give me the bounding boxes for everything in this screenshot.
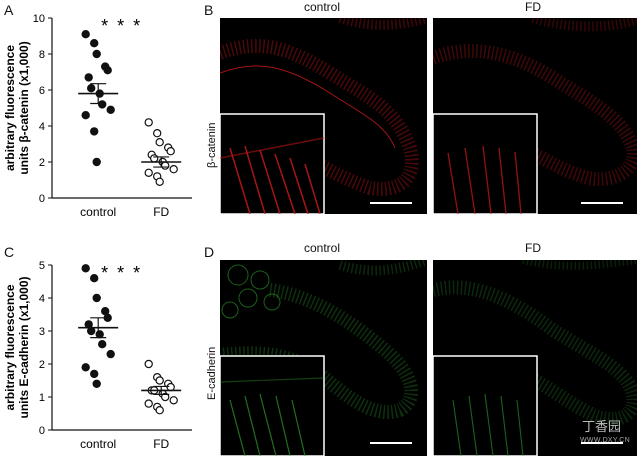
- micrograph-d-fd: [433, 260, 637, 456]
- data-point: [166, 146, 175, 156]
- micrograph-d-control-image: [220, 260, 427, 456]
- y-tick-label: 5: [39, 260, 45, 272]
- data-point: [81, 110, 90, 120]
- data-point: [149, 154, 159, 163]
- y-tick-label: 0: [39, 425, 45, 437]
- data-point: [92, 49, 101, 59]
- y-tick-label: 0: [39, 193, 45, 205]
- x-category-label: FD: [153, 205, 169, 219]
- y-tick-label: 8: [39, 49, 45, 61]
- data-point: [86, 83, 96, 93]
- micrograph-b-fd-image: [433, 18, 637, 214]
- x-category-label: control: [80, 205, 116, 219]
- x-category-label: control: [80, 437, 116, 451]
- panel-b-side-label: β-catenin: [206, 122, 218, 168]
- significance-stars: * * *: [101, 263, 142, 283]
- panel-d-control-label: control: [303, 241, 341, 255]
- micrograph-d-control: [220, 260, 427, 456]
- y-axis-label-line1: arbitrary fluorescence: [3, 284, 17, 410]
- data-point: [84, 73, 93, 82]
- panel-letter-a: A: [4, 2, 14, 18]
- micrograph-b-control: [220, 18, 427, 214]
- data-point: [92, 379, 101, 388]
- data-point: [92, 293, 101, 303]
- chart-c-e-cadherin: 0 1 2 3 4 5 control FD arbitrary fluorescence uni…: [3, 260, 192, 451]
- data-point: [155, 376, 164, 385]
- data-point: [169, 396, 178, 405]
- data-point: [155, 137, 164, 147]
- watermark-brand: 丁香园: [582, 419, 622, 434]
- panel-letter-b: B: [204, 2, 214, 18]
- y-tick-label: 2: [39, 157, 45, 169]
- y-tick-label: 2: [39, 359, 45, 371]
- significance-stars: * * *: [101, 16, 142, 36]
- y-tick-label: 4: [39, 293, 45, 305]
- panel-d-fd-label: FD: [525, 241, 541, 255]
- data-point: [81, 30, 90, 39]
- data-point: [160, 392, 170, 402]
- data-point: [89, 39, 99, 48]
- y-tick-label: 1: [39, 392, 45, 404]
- data-point: [95, 330, 104, 339]
- panel-b-control-label: control: [303, 0, 341, 14]
- y-axis-label-line2: units E-cadherin (x1,000): [17, 276, 31, 418]
- data-point: [97, 339, 107, 349]
- data-point: [144, 118, 153, 127]
- data-point: [155, 177, 164, 186]
- data-point: [144, 399, 153, 408]
- data-point: [89, 369, 99, 379]
- data-point: [81, 264, 90, 273]
- panel-letter-c: C: [4, 244, 15, 260]
- y-tick-label: 3: [39, 326, 45, 338]
- y-tick-label: 4: [39, 121, 45, 133]
- y-axis-label-line1: arbitrary fluorescence: [3, 45, 17, 171]
- data-point: [92, 157, 101, 167]
- data-point: [144, 359, 153, 369]
- micrograph-b-control-image: [220, 18, 427, 214]
- data-point: [81, 363, 90, 372]
- data-point: [169, 164, 178, 174]
- data-point: [155, 405, 164, 415]
- watermark-url: WWW.DXY.CN: [580, 437, 630, 444]
- chart-a-beta-catenin: 0 2 4 6 8 10 control FD arbitrary fluorescence un…: [3, 13, 192, 219]
- data-point: [106, 105, 115, 115]
- data-point: [106, 349, 115, 359]
- micrograph-d-fd-image: [433, 260, 637, 456]
- panel-b-fd-label: FD: [525, 0, 541, 14]
- y-tick-label: 6: [39, 85, 45, 97]
- x-category-label: FD: [153, 437, 169, 451]
- data-point: [144, 168, 153, 177]
- data-point: [89, 274, 99, 283]
- micrograph-b-fd: [433, 18, 637, 214]
- y-axis-label-line2: units β-catenin (x1,000): [17, 41, 31, 174]
- panel-d-side-label: E-cadherin: [206, 346, 218, 400]
- y-tick-label: 10: [33, 13, 45, 25]
- data-point: [152, 128, 162, 138]
- data-point: [89, 127, 99, 136]
- data-point: [97, 100, 107, 109]
- data-point: [160, 161, 170, 170]
- panel-letter-d: D: [204, 244, 215, 260]
- data-point: [103, 65, 112, 75]
